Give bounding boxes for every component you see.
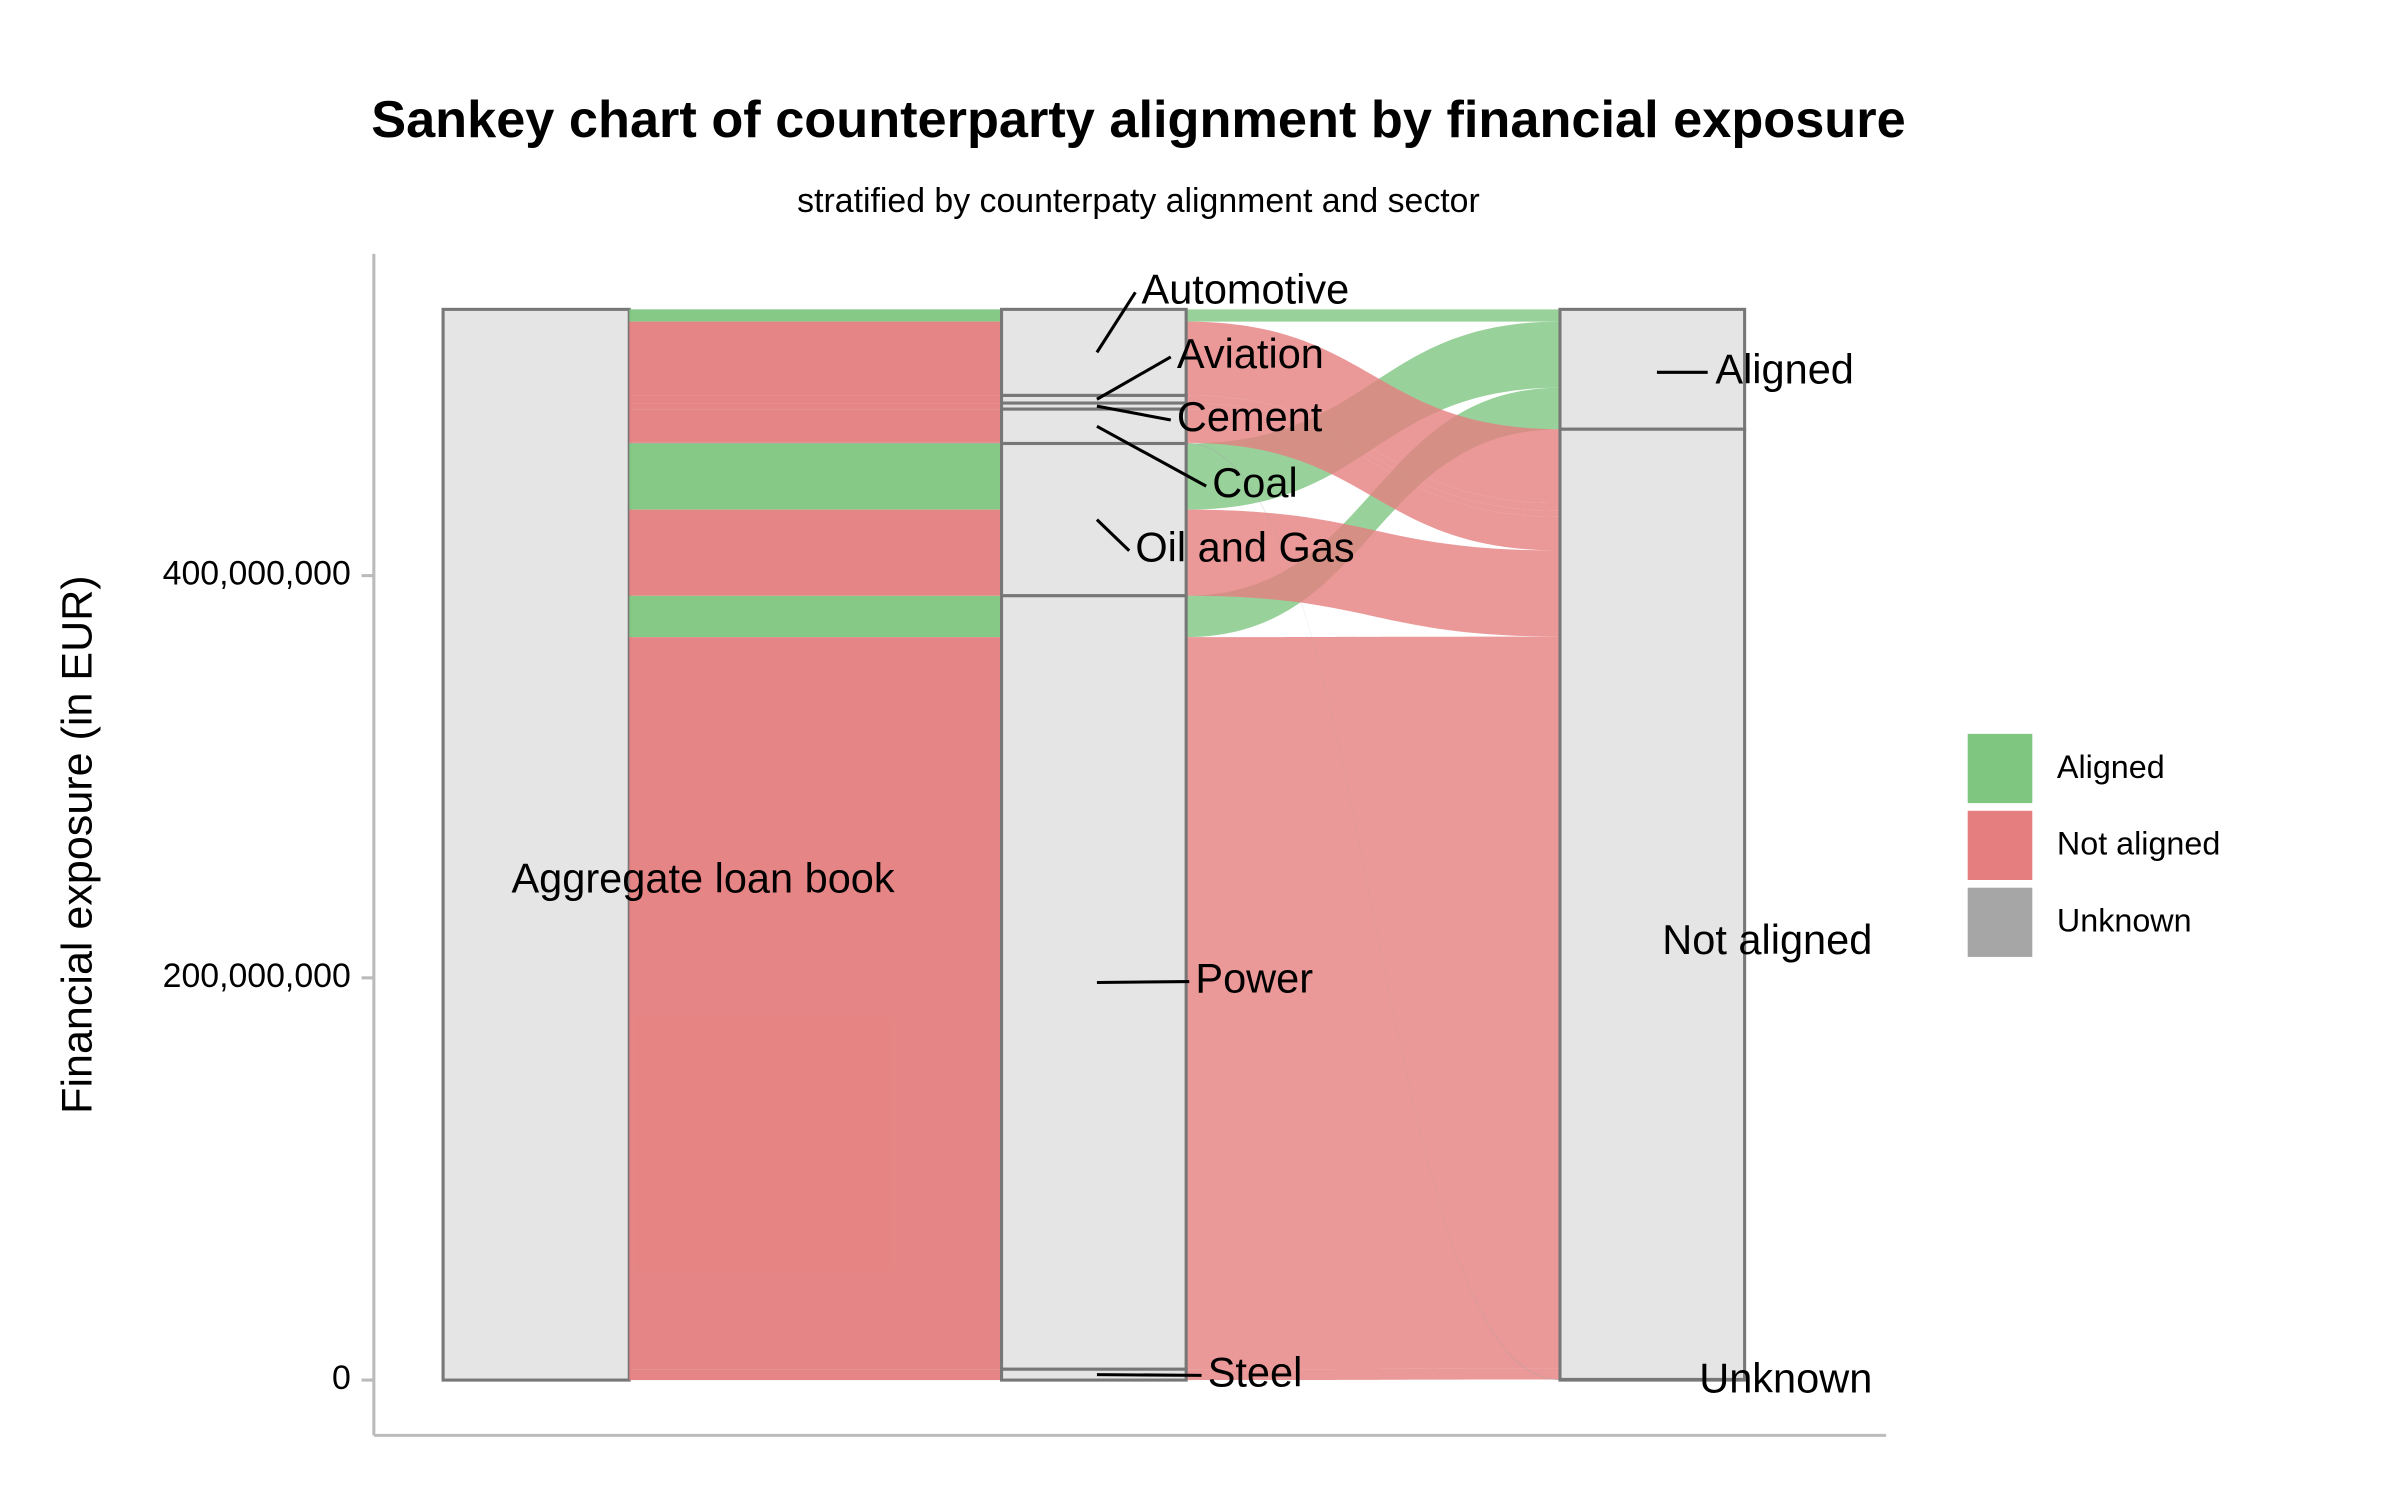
label-leader [1095,291,1137,354]
legend-label: Aligned [2057,749,2165,785]
flow-band [629,595,1002,638]
label-leader [1096,355,1172,401]
label-leader [1096,404,1172,422]
flow-band [1186,309,1560,322]
flow-band [629,395,1002,404]
flow-band [1186,321,1560,504]
legend-swatch [1967,887,2033,957]
label-leader [1096,1373,1202,1377]
sector-label: Oil and Gas [1135,524,1354,571]
flow-band [1186,409,1560,551]
flow-band [629,409,1002,443]
sector-node [1000,441,1188,598]
flow-band [1186,403,1560,1380]
sector-label: Automotive [1142,265,1350,312]
flow-band [1186,442,1560,1381]
legend-label: Not aligned [2057,826,2220,862]
flow-band [629,443,1002,510]
y-tick-label: 200,000,000 [163,957,351,995]
flow-band [629,309,1002,322]
flow-band [1186,595,1560,1381]
label-leader [1096,424,1207,488]
flow-band [629,321,1002,396]
flow-band [1186,403,1560,517]
label-leader [1096,980,1190,985]
sector-label: Power [1195,955,1313,1002]
alignment-label: Not aligned [1662,916,1872,963]
flow-band [629,1369,1002,1381]
y-axis-title: Financial exposure (in EUR) [53,575,101,1114]
legend-swatch [1967,733,2033,804]
legend-swatch [1967,810,2033,880]
sector-label: Cement [1177,393,1323,440]
source-label: Aggregate loan book [511,855,894,902]
label-leader [1095,518,1131,552]
flow-band [629,509,1002,596]
alignment-node [1558,1377,1747,1382]
flow-band [1186,1368,1560,1381]
y-tick-label: 0 [332,1359,351,1397]
chart-subtitle: stratified by counterpaty alignment and … [797,182,1480,220]
legend-label: Unknown [2057,903,2192,939]
alignment-label: Unknown [1699,1355,1872,1402]
y-tick-label: 400,000,000 [163,555,351,593]
flow-band [1186,509,1560,637]
flow-band [1186,395,1560,511]
flow-band [629,442,1002,444]
sector-node [1000,407,1188,446]
flow-band [629,403,1002,410]
sector-label: Coal [1212,459,1297,506]
flow-band [1186,636,1560,1370]
flow-band [629,637,1002,1370]
sector-label: Aviation [1177,330,1324,377]
alignment-label: Aligned [1715,345,1854,392]
sector-label: Steel [1208,1348,1303,1395]
source-node [441,307,631,1382]
alignment-node [1558,427,1747,1382]
alignment-node [1558,307,1747,431]
sector-node [1000,307,1188,397]
chart-title: Sankey chart of counterparty alignment b… [371,91,1905,149]
